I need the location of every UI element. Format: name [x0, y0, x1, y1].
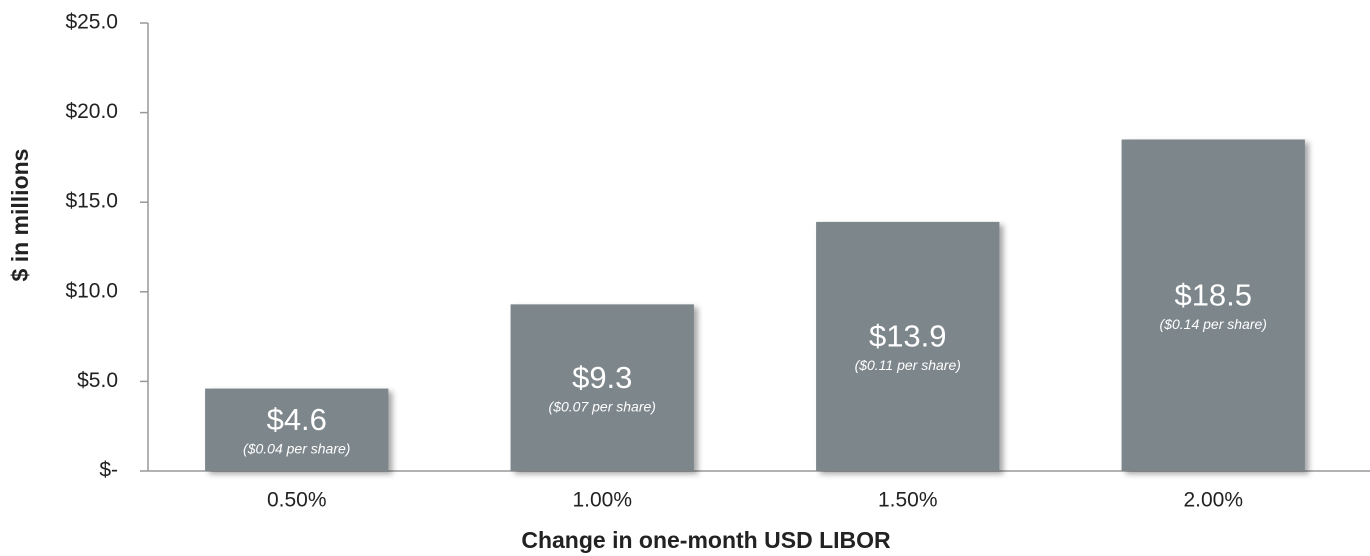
- value-label: $9.3: [572, 360, 632, 395]
- value-label: $13.9: [869, 319, 947, 354]
- bar: [510, 304, 694, 471]
- bar: [816, 221, 1000, 471]
- x-tick-label: 0.50%: [267, 489, 327, 512]
- value-label: $4.6: [267, 402, 327, 437]
- per-share-label: ($0.14 per share): [1160, 316, 1267, 332]
- x-tick-label: 1.50%: [878, 489, 938, 512]
- bar: [205, 388, 389, 471]
- x-tick-label: 2.00%: [1183, 489, 1243, 512]
- y-tick-label: $10.0: [65, 279, 118, 302]
- x-tick-label: 1.00%: [572, 489, 632, 512]
- bar: [1121, 139, 1305, 472]
- y-tick-label: $20.0: [65, 100, 118, 123]
- value-label: $18.5: [1174, 277, 1252, 312]
- y-tick-label: $15.0: [65, 190, 118, 213]
- y-axis-title: $ in millions: [7, 149, 33, 282]
- y-tick-label: $-: [99, 459, 118, 482]
- x-axis-title: Change in one-month USD LIBOR: [521, 527, 891, 553]
- per-share-label: ($0.07 per share): [549, 398, 656, 414]
- per-share-label: ($0.11 per share): [855, 357, 961, 373]
- per-share-label: ($0.04 per share): [243, 440, 350, 456]
- y-tick-label: $5.0: [77, 369, 118, 392]
- y-tick-label: $25.0: [65, 11, 118, 34]
